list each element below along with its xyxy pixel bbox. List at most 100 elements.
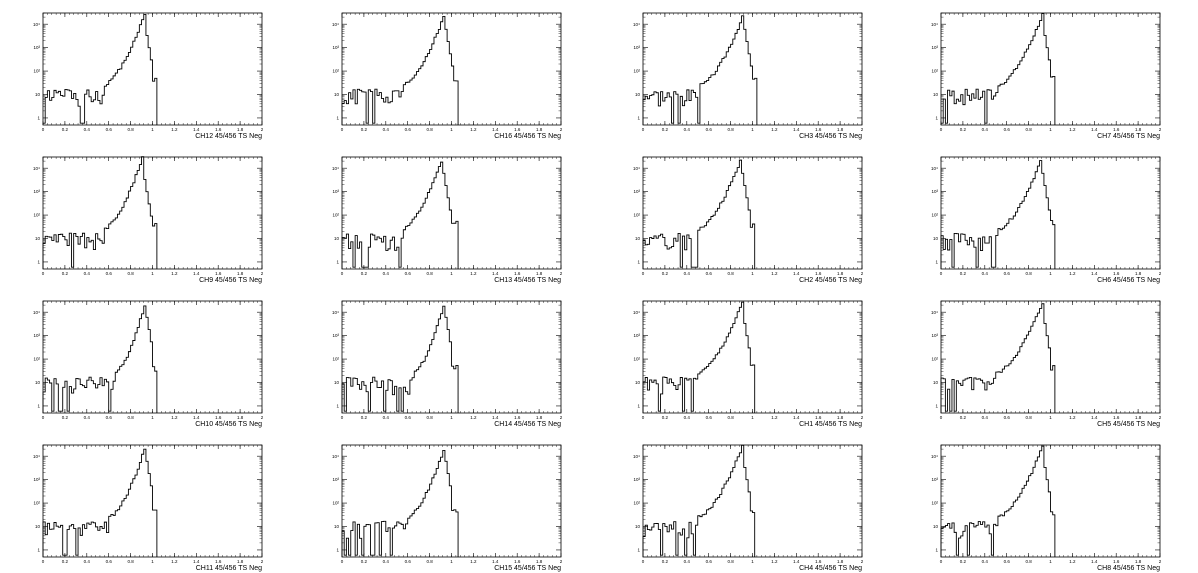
x-tick-label: 0.8 xyxy=(1025,127,1032,132)
y-tick-label: 10 xyxy=(334,380,340,385)
y-tick-label: 1 xyxy=(935,404,938,409)
x-tick-label: 0.8 xyxy=(127,415,134,420)
y-tick-label: 10⁴ xyxy=(332,310,339,315)
histogram-panel: 0 0.2 0.4 0.6 0.8 1 1.2 1.4 1.6 1.8 2 1 10 10² 10³ 10⁴ C… xyxy=(332,444,563,572)
x-tick-label: 0.4 xyxy=(84,127,91,132)
x-tick-label: 0.8 xyxy=(426,271,433,276)
x-tick-label: 1.6 xyxy=(215,559,222,564)
x-tick-label: 0 xyxy=(341,127,344,132)
histogram-series xyxy=(940,445,1056,557)
x-tick-label: 1.6 xyxy=(514,415,521,420)
y-tick-label: 10⁴ xyxy=(33,454,40,459)
y-tick-label: 10² xyxy=(33,69,40,74)
x-tick-label: 1.4 xyxy=(793,559,800,564)
histogram-series xyxy=(341,161,459,269)
x-tick-label: 0.4 xyxy=(982,127,989,132)
x-tick-label: 0.4 xyxy=(383,559,390,564)
plot-frame xyxy=(642,300,863,414)
x-tick-label: 1.6 xyxy=(514,559,521,564)
y-tick-label: 10³ xyxy=(332,45,339,50)
x-tick-label: 1.8 xyxy=(1135,127,1142,132)
x-tick-label: 1.4 xyxy=(1091,415,1098,420)
histogram-series xyxy=(642,301,756,413)
x-tick-label: 2 xyxy=(1159,127,1162,132)
y-tick-label: 10³ xyxy=(633,45,640,50)
y-tick-label: 1 xyxy=(37,260,40,265)
x-tick-label: 1.2 xyxy=(470,415,477,420)
x-tick-label: 1.4 xyxy=(193,127,200,132)
x-tick-label: 0 xyxy=(940,271,943,276)
x-tick-label: 0.2 xyxy=(662,127,669,132)
x-tick-label: 1 xyxy=(151,415,154,420)
y-tick-label: 10⁴ xyxy=(633,310,640,315)
x-tick-label: 0.2 xyxy=(62,559,69,564)
x-tick-label: 1.8 xyxy=(536,415,543,420)
x-tick-label: 1.6 xyxy=(1113,415,1120,420)
x-tick-label: 1.2 xyxy=(1069,127,1076,132)
x-tick-label: 1.6 xyxy=(815,127,822,132)
x-tick-label: 1.8 xyxy=(1135,559,1142,564)
histogram-series xyxy=(642,444,756,557)
y-tick-label: 10⁴ xyxy=(332,22,339,27)
plot-frame xyxy=(642,156,863,270)
x-tick-label: 0.8 xyxy=(1025,559,1032,564)
x-axis-label: CH7 45/456 TS Neg xyxy=(1097,133,1160,140)
y-tick-label: 1 xyxy=(336,404,339,409)
x-tick-label: 1.8 xyxy=(837,415,844,420)
y-tick-label: 10² xyxy=(931,501,938,506)
x-tick-label: 0.2 xyxy=(361,127,368,132)
histogram-series xyxy=(341,305,459,413)
y-tick-label: 10⁴ xyxy=(633,454,640,459)
x-axis-label: CH8 45/456 TS Neg xyxy=(1097,565,1160,572)
histogram-panel: 0 0.2 0.4 0.6 0.8 1 1.2 1.4 1.6 1.8 2 1 10 10² 10³ 10⁴ C… xyxy=(931,300,1162,428)
histogram-panel: 0 0.2 0.4 0.6 0.8 1 1.2 1.4 1.6 1.8 2 1 10 10² 10³ 10⁴ C… xyxy=(332,300,563,428)
x-tick-label: 0.2 xyxy=(662,559,669,564)
x-tick-label: 1 xyxy=(1049,127,1052,132)
x-tick-label: 1.8 xyxy=(237,559,244,564)
x-tick-label: 0.8 xyxy=(426,415,433,420)
x-tick-label: 0.4 xyxy=(982,415,989,420)
histogram-series xyxy=(940,303,1056,413)
y-tick-label: 1 xyxy=(935,116,938,121)
x-tick-label: 1.6 xyxy=(514,271,521,276)
x-tick-label: 0.4 xyxy=(684,271,691,276)
x-tick-label: 0 xyxy=(42,127,45,132)
x-tick-label: 0.6 xyxy=(1004,271,1011,276)
y-tick-label: 1 xyxy=(637,116,640,121)
x-tick-label: 2 xyxy=(560,271,563,276)
x-tick-label: 0.8 xyxy=(426,559,433,564)
x-tick-label: 0 xyxy=(341,559,344,564)
x-tick-label: 0.2 xyxy=(662,415,669,420)
histogram-panel: 0 0.2 0.4 0.6 0.8 1 1.2 1.4 1.6 1.8 2 1 10 10² 10³ 10⁴ C… xyxy=(931,156,1162,284)
y-tick-label: 10² xyxy=(332,69,339,74)
y-tick-label: 10³ xyxy=(633,477,640,482)
y-tick-label: 10³ xyxy=(33,477,40,482)
x-tick-label: 0.2 xyxy=(361,271,368,276)
x-tick-label: 0 xyxy=(642,559,645,564)
y-tick-label: 1 xyxy=(37,404,40,409)
x-tick-label: 1.6 xyxy=(1113,271,1120,276)
histogram-series xyxy=(940,13,1056,125)
y-tick-label: 1 xyxy=(637,404,640,409)
x-tick-label: 1.4 xyxy=(492,559,499,564)
x-tick-label: 0.6 xyxy=(106,415,113,420)
x-tick-label: 1 xyxy=(1049,271,1052,276)
x-tick-label: 2 xyxy=(261,127,264,132)
x-tick-label: 0.4 xyxy=(383,415,390,420)
x-tick-label: 1.2 xyxy=(771,559,778,564)
y-tick-label: 10 xyxy=(933,92,939,97)
x-tick-label: 0.6 xyxy=(405,559,412,564)
x-tick-label: 1 xyxy=(450,559,453,564)
x-tick-label: 0.6 xyxy=(706,127,713,132)
x-tick-label: 0.4 xyxy=(982,559,989,564)
x-tick-label: 1.6 xyxy=(1113,559,1120,564)
x-tick-label: 0.4 xyxy=(84,415,91,420)
y-tick-label: 10⁴ xyxy=(931,22,938,27)
x-axis-label: CH2 45/456 TS Neg xyxy=(799,277,862,284)
x-tick-label: 0.4 xyxy=(684,415,691,420)
x-tick-label: 0 xyxy=(642,271,645,276)
y-tick-label: 10 xyxy=(35,92,41,97)
x-tick-label: 1.6 xyxy=(815,415,822,420)
y-tick-label: 10³ xyxy=(931,333,938,338)
y-tick-label: 10 xyxy=(635,92,641,97)
